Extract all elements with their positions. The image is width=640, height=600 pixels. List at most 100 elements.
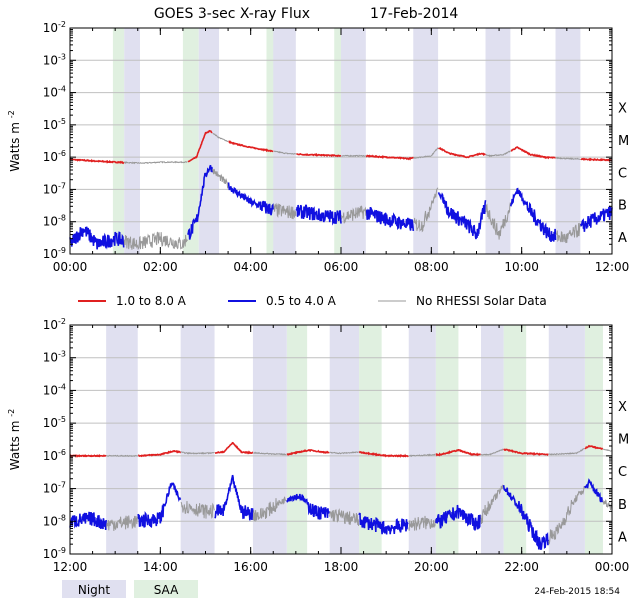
night-band: [198, 28, 220, 254]
y-tick-label: 10-9: [43, 546, 66, 561]
saa-band: [182, 28, 199, 254]
x-tick-label: 20:00: [414, 560, 449, 574]
y-tick-exponent: -3: [58, 52, 66, 61]
legend-label-long: 1.0 to 8.0 A: [116, 294, 187, 308]
x-tick-label: 14:00: [143, 560, 178, 574]
y-tick-label: 10-2: [43, 20, 66, 35]
series-short-line: [329, 508, 360, 527]
y-tick-label: 10-2: [43, 317, 66, 332]
night-band: [548, 325, 585, 554]
series-long-line: [510, 145, 556, 160]
chart-top: 10-2 10-3 10-4 10-5 10-6 10-7 10-8 10-9 X M C B A 00:…: [7, 20, 629, 274]
series-long-line: [286, 448, 330, 456]
timestamp: 24-Feb-2015 18:54: [534, 587, 620, 597]
series-short-line: [252, 496, 287, 522]
series-long-line: [214, 441, 254, 455]
series-short-line: [358, 512, 409, 535]
series-short-line: [480, 484, 504, 525]
series-long-line: [365, 154, 414, 161]
series-short-line: [365, 206, 415, 231]
y-axis-title-exponent: -2: [7, 409, 16, 417]
y-tick-exponent: -3: [58, 350, 66, 359]
class-label: M: [618, 433, 629, 448]
y-tick-exponent: -9: [58, 546, 66, 555]
series-long-line: [138, 449, 181, 458]
night-band: [180, 325, 215, 554]
series-long-line: [358, 450, 409, 458]
series-long-line: [438, 147, 486, 159]
class-label: M: [618, 134, 629, 149]
x-tick-label: 06:00: [324, 260, 359, 274]
y-tick-label: 10-3: [43, 52, 66, 67]
chart-bottom: 10-2 10-3 10-4 10-5 10-6 10-7 10-8 10-9 X M C B A 12:…: [7, 317, 629, 574]
y-tick-label: 10-8: [43, 513, 66, 528]
series-short-line: [273, 202, 297, 220]
series-short-line: [435, 504, 482, 531]
y-tick-exponent: -5: [58, 117, 66, 126]
series-long-line: [180, 451, 215, 455]
saa-label: SAA: [154, 583, 179, 597]
y-tick-exponent: -5: [58, 415, 66, 424]
series-short-line: [227, 182, 274, 216]
class-label: A: [618, 231, 627, 246]
series-long-line: [329, 451, 360, 455]
saa-band: [112, 28, 125, 254]
series-long-line: [228, 140, 274, 153]
series-long-line: [485, 150, 511, 158]
night-band: [408, 325, 436, 554]
y-tick-label: 10-4: [43, 85, 66, 100]
x-tick-label: 04:00: [233, 260, 268, 274]
series-long-line: [273, 150, 297, 155]
title-text: GOES 3-sec X-ray Flux: [154, 6, 310, 22]
night-band: [413, 28, 439, 254]
series-long-line: [123, 160, 188, 165]
x-tick-label: 08:00: [414, 260, 449, 274]
class-label: B: [618, 199, 627, 214]
date-text: 17-Feb-2014: [370, 6, 458, 22]
night-band: [555, 28, 581, 254]
y-tick-label: 10-9: [43, 246, 66, 261]
series-long-line: [555, 156, 581, 161]
series-long-line: [69, 453, 107, 459]
x-tick-label: 12:00: [595, 260, 630, 274]
y-tick-exponent: -2: [58, 317, 66, 326]
series-long-line: [602, 448, 612, 452]
series-long-line: [584, 444, 604, 450]
figure-title: GOES 3-sec X-ray Flux 17-Feb-2014: [154, 6, 459, 22]
y-axis-title: Watts m -2: [7, 110, 22, 171]
y-axis-title-exponent: -2: [7, 110, 16, 118]
saa-band: [503, 325, 527, 554]
series-short-line: [485, 202, 511, 240]
y-tick-label: 10-5: [43, 415, 66, 430]
series-short-line: [502, 484, 550, 551]
y-tick-label: 10-6: [43, 448, 66, 463]
series-long-line: [435, 449, 481, 457]
y-tick-label: 10-8: [43, 214, 66, 229]
series-short-line: [341, 205, 367, 224]
x-tick-label: 12:00: [53, 560, 88, 574]
saa-band: [435, 325, 459, 554]
y-tick-label: 10-6: [43, 149, 66, 164]
night-band: [252, 325, 287, 554]
legend-label-short: 0.5 to 4.0 A: [266, 294, 337, 308]
class-label: A: [618, 531, 627, 546]
series-long-line: [480, 448, 504, 456]
y-tick-label: 10-7: [43, 481, 66, 496]
series-long-line: [580, 157, 613, 163]
series-long-line: [503, 448, 549, 457]
y-tick-label: 10-7: [43, 181, 66, 196]
series-short-line: [69, 226, 125, 250]
y-tick-exponent: -6: [58, 448, 66, 457]
series-long-line: [296, 152, 342, 158]
y-tick-label: 10-5: [43, 117, 66, 132]
series-short-line: [295, 204, 342, 226]
saa-band: [584, 325, 603, 554]
series-long-line: [212, 132, 229, 143]
night-band: [341, 28, 366, 254]
y-tick-exponent: -4: [58, 85, 66, 94]
y-tick-exponent: -7: [58, 481, 66, 490]
series-short-line: [106, 515, 139, 531]
series-short-line: [555, 222, 581, 244]
series-short-line: [580, 205, 613, 232]
series-short-line: [602, 499, 612, 511]
